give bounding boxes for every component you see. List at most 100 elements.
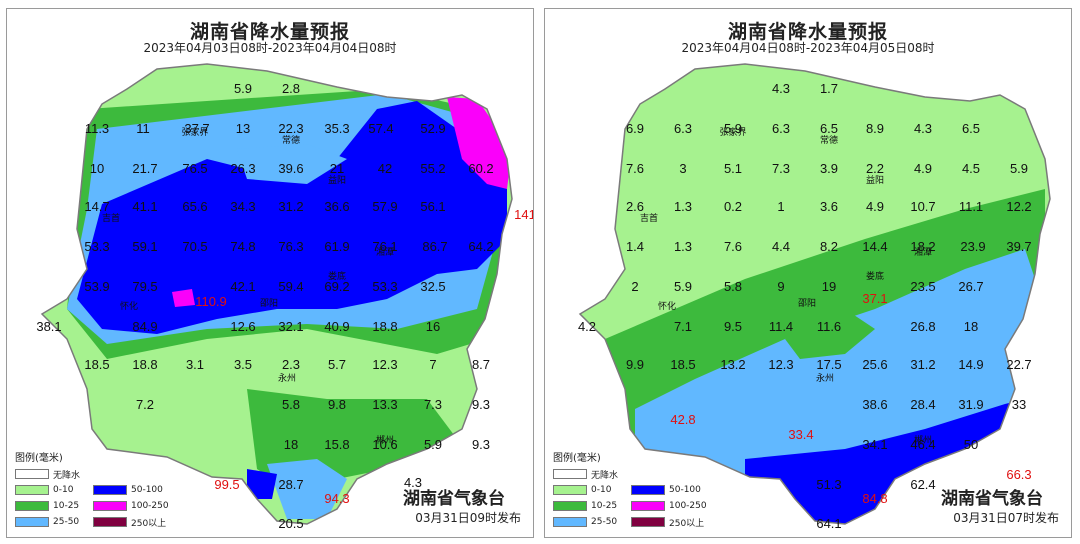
precip-value: 4.9 — [866, 199, 884, 214]
precip-value: 6.5 — [962, 121, 980, 136]
precip-value: 0.2 — [724, 199, 742, 214]
precip-value: 6.3 — [674, 121, 692, 136]
precip-value: 34.3 — [230, 199, 255, 214]
precip-value: 61.9 — [324, 239, 349, 254]
precip-value: 53.3 — [84, 239, 109, 254]
precip-value: 84.9 — [132, 319, 157, 334]
precip-value: 5.9 — [724, 121, 742, 136]
precip-value: 38.1 — [36, 319, 61, 334]
precip-value: 4.5 — [962, 161, 980, 176]
precip-value: 4.3 — [772, 81, 790, 96]
precip-value: 37.1 — [862, 291, 887, 306]
city-label: 娄底 — [866, 270, 884, 282]
precip-value: 76.3 — [278, 239, 303, 254]
legend-item-250-plus: 250以上 — [93, 516, 171, 529]
precip-value: 21 — [330, 161, 344, 176]
precip-value: 35.3 — [324, 121, 349, 136]
precip-value: 12.3 — [372, 357, 397, 372]
precip-value: 31.2 — [278, 199, 303, 214]
precip-value: 9.3 — [472, 437, 490, 452]
precip-value: 17.5 — [816, 357, 841, 372]
precip-value: 31.9 — [958, 397, 983, 412]
precip-value: 53.3 — [372, 279, 397, 294]
precip-value: 53.9 — [84, 279, 109, 294]
precip-value: 18.5 — [84, 357, 109, 372]
precip-value: 7.6 — [626, 161, 644, 176]
precip-value: 12.2 — [1006, 199, 1031, 214]
precip-value: 7.3 — [424, 397, 442, 412]
precip-value: 37.7 — [184, 121, 209, 136]
precip-value: 76.1 — [372, 239, 397, 254]
forecast-period: 2023年04月04日08时-2023年04月05日08时 — [681, 41, 935, 55]
province-outline — [40, 63, 513, 525]
precip-value: 74.8 — [230, 239, 255, 254]
precip-value: 64.1 — [816, 516, 841, 531]
precipitation-map-day1: 5.9 2.8 11.3 11 37.7 13 22.3 35.3 57.4 52.9 10 21.7… — [36, 63, 533, 531]
precip-value: 69.2 — [324, 279, 349, 294]
precip-value: 3 — [679, 161, 686, 176]
precip-value: 7.2 — [136, 397, 154, 412]
precip-value: 13.3 — [372, 397, 397, 412]
precip-value: 110.9 — [195, 294, 227, 309]
legend-item-none: 无降水 — [553, 468, 631, 481]
map-title: 湖南省降水量预报 — [727, 21, 888, 43]
precip-value: 25.6 — [862, 357, 887, 372]
precip-value: 1.3 — [674, 199, 692, 214]
precip-value: 59.4 — [278, 279, 303, 294]
forecast-map-day1: 5.9 2.8 11.3 11 37.7 13 22.3 35.3 57.4 52.9 10 21.7… — [6, 8, 534, 538]
precip-value: 99.5 — [214, 477, 239, 492]
city-label: 湘潭 — [376, 246, 394, 258]
precip-value: 46.4 — [910, 437, 935, 452]
city-label: 怀化 — [120, 300, 138, 312]
precip-value: 18.8 — [372, 319, 397, 334]
precip-value: 5.7 — [328, 357, 346, 372]
precip-labels-day1: 5.9 2.8 11.3 11 37.7 13 22.3 35.3 57.4 52.9 10 21.7… — [36, 81, 533, 531]
precip-value: 8.7 — [472, 357, 490, 372]
precip-value: 14.4 — [862, 239, 887, 254]
precip-value: 6.3 — [772, 121, 790, 136]
city-label: 益阳 — [866, 174, 884, 186]
city-label: 张家界 — [719, 126, 746, 138]
precip-value: 5.1 — [724, 161, 742, 176]
precip-value: 9.9 — [626, 357, 644, 372]
precip-value: 15.8 — [324, 437, 349, 452]
precip-value: 10 — [90, 161, 104, 176]
precip-value: 38.6 — [862, 397, 887, 412]
precip-value: 50 — [964, 437, 978, 452]
precip-value: 2.8 — [282, 81, 300, 96]
precip-value: 59.1 — [132, 239, 157, 254]
legend-item-0-10: 0-10 — [15, 485, 93, 495]
rain-25-50-south — [267, 459, 347, 519]
legend-title: 图例(毫米) — [553, 453, 601, 464]
precip-value: 4.4 — [772, 239, 790, 254]
precip-value: 20.5 — [278, 516, 303, 531]
precip-value: 94.3 — [324, 491, 349, 506]
precip-value: 41.1 — [132, 199, 157, 214]
city-label: 常德 — [820, 134, 838, 146]
legend-item-250-plus: 250以上 — [631, 516, 709, 529]
precip-value: 10.7 — [910, 199, 935, 214]
precip-value: 32.5 — [420, 279, 445, 294]
precip-value: 23.9 — [960, 239, 985, 254]
precip-value: 42 — [378, 161, 392, 176]
precip-value: 39.7 — [1006, 239, 1031, 254]
precip-value: 64.2 — [468, 239, 493, 254]
map-title: 湖南省降水量预报 — [189, 21, 350, 43]
precip-value: 40.9 — [324, 319, 349, 334]
precip-value: 5.8 — [282, 397, 300, 412]
legend-item-25-50: 25-50 — [15, 517, 93, 527]
precip-value: 32.1 — [278, 319, 303, 334]
precip-value: 4.3 — [404, 475, 422, 490]
precip-value: 18.2 — [910, 239, 935, 254]
precip-value: 39.6 — [278, 161, 303, 176]
precip-value: 4.3 — [914, 121, 932, 136]
precip-value: 5.9 — [674, 279, 692, 294]
precip-value: 65.6 — [182, 199, 207, 214]
city-label: 郴州 — [376, 434, 394, 446]
legend-item-none: 无降水 — [15, 468, 93, 481]
precip-value: 42.1 — [230, 279, 255, 294]
precip-value: 5.9 — [1010, 161, 1028, 176]
city-label: 湘潭 — [914, 246, 932, 258]
precip-value: 5.8 — [724, 279, 742, 294]
city-label: 吉首 — [640, 212, 658, 224]
